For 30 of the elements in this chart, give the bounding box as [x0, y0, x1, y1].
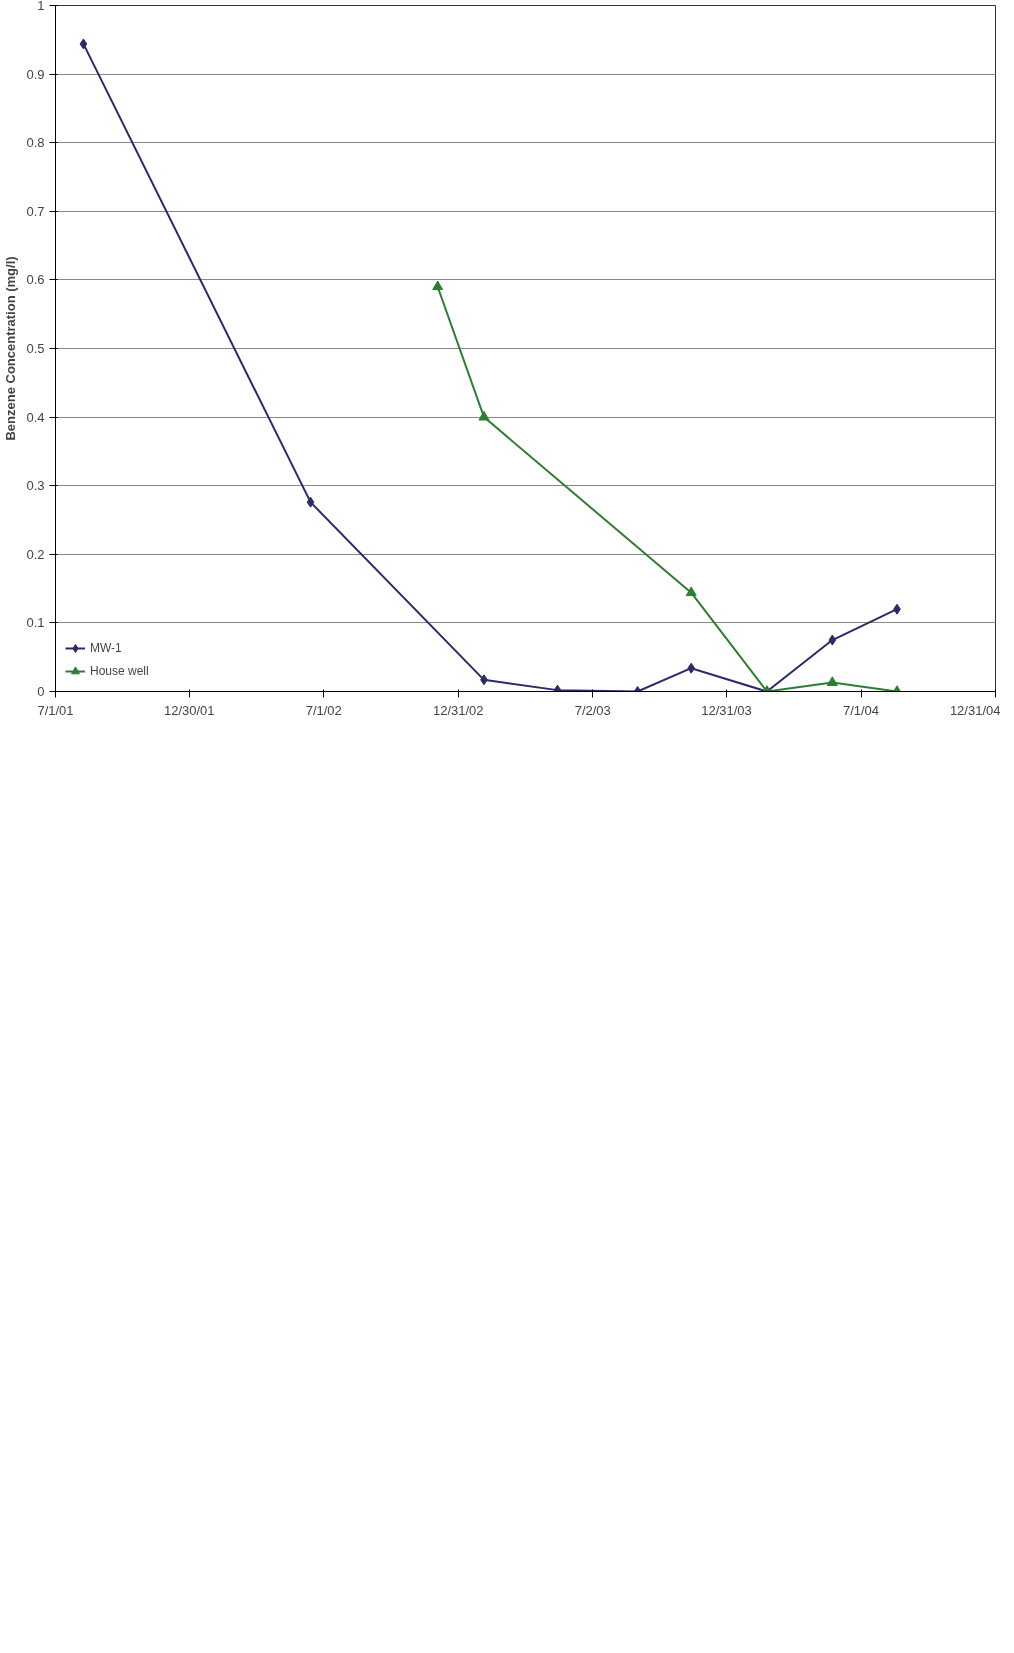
- x-tick-label: 12/31/02: [432, 702, 484, 718]
- x-tick-label: 7/1/02: [305, 702, 342, 718]
- legend-label: MW-1: [90, 641, 122, 655]
- y-tick-label: 0.7: [26, 203, 45, 219]
- y-tick-label: 0.5: [26, 341, 45, 356]
- y-tick-label: 0.6: [26, 272, 45, 288]
- y-tick-label: 0: [37, 684, 45, 699]
- x-tick-label: 7/2/03: [574, 702, 611, 718]
- point: [828, 634, 837, 646]
- point: [79, 38, 88, 50]
- point: [432, 280, 444, 291]
- y-tick-label: 1: [37, 0, 45, 13]
- x-tick-label: 7/1/04: [842, 702, 880, 718]
- point: [687, 662, 696, 674]
- x-tick-label: 12/30/01: [163, 702, 215, 718]
- point: [306, 496, 315, 508]
- y-tick-label: 0.2: [26, 546, 45, 562]
- point: [826, 676, 838, 686]
- y-tick-label: 0.4: [26, 409, 45, 425]
- y-tick-label: 0.8: [26, 135, 45, 151]
- point: [685, 586, 697, 597]
- legend-label: House well: [90, 664, 149, 678]
- y-tick-label: 0.1: [26, 615, 45, 631]
- x-tick-label: 12/31/03: [701, 702, 752, 718]
- point: [478, 410, 490, 421]
- y-tick-label: 0.9: [26, 66, 45, 82]
- y-axis-title: Benzene Concentration (mg/l): [3, 256, 19, 441]
- x-tick-label: 7/1/01: [37, 702, 74, 718]
- y-tick-label: 0.3: [26, 478, 45, 494]
- x-tick-label: 12/31/04: [949, 702, 1001, 718]
